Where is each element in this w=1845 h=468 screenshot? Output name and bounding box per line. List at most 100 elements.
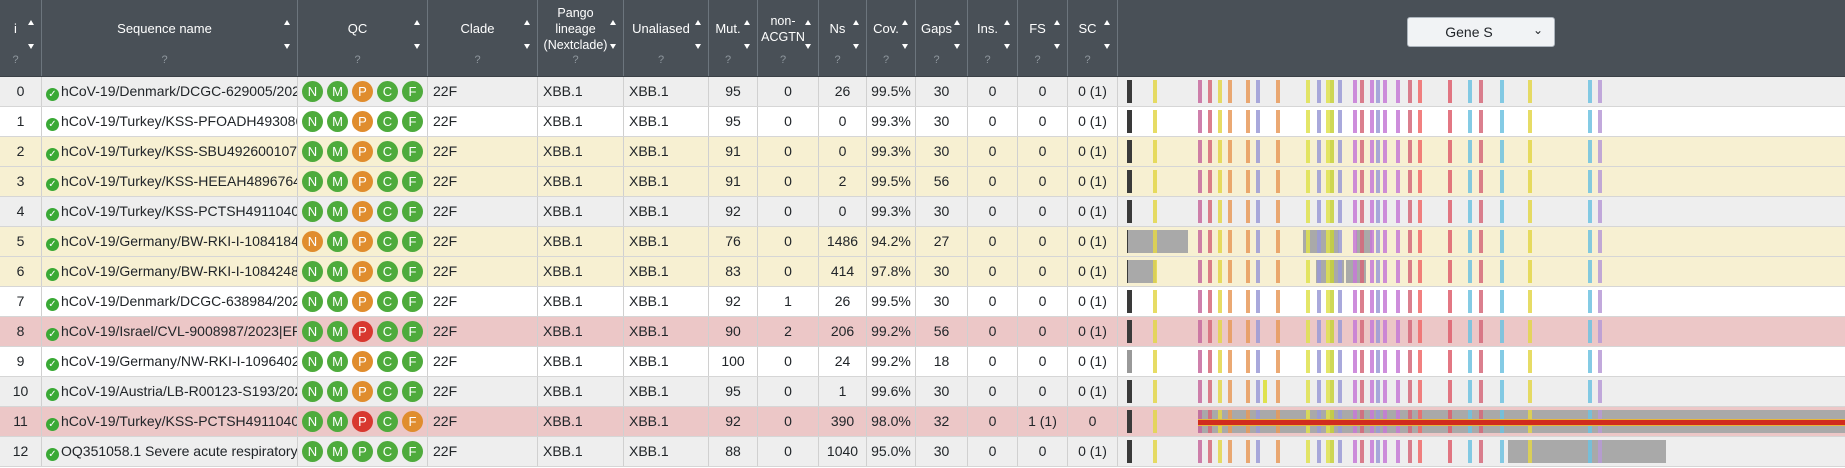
cell-name[interactable]: ✓ hCoV-19/Turkey/KSS-PCTSH49110406 — [42, 197, 298, 226]
table-row[interactable]: 0 ✓hCoV-19/Denmark/DCGC-629005/2023NMPCFS… — [0, 77, 1845, 107]
cell-name[interactable]: ✓ hCoV-19/Denmark/DCGC-638984/2023 — [42, 287, 298, 316]
sort-ascending-icon[interactable] — [744, 20, 750, 25]
qc-badge-m[interactable]: M — [327, 111, 348, 132]
cell-name[interactable]: ✓ hCoV-19/Israel/CVL-9008987/2023|EPI — [42, 317, 298, 346]
qc-badge-n[interactable]: N — [302, 111, 323, 132]
table-row[interactable]: 4 ✓hCoV-19/Turkey/KSS-PCTSH49110406NMPCFS… — [0, 197, 1845, 227]
qc-badge-f[interactable]: F — [402, 381, 423, 402]
qc-badge-c[interactable]: C — [377, 141, 398, 162]
header-ins[interactable]: Ins.? — [968, 0, 1018, 76]
qc-badge-n[interactable]: N — [302, 411, 323, 432]
sort-descending-icon[interactable] — [1104, 44, 1110, 49]
sort-ascending-icon[interactable] — [524, 20, 530, 25]
table-row[interactable]: 5 ✓ hCoV-19/Germany/BW-RKI-I-1084184/N M P C F… — [0, 227, 1845, 257]
cell-name[interactable]: ✓ hCoV-19/Denmark/DCGC-629005/2023 — [42, 77, 298, 106]
qc-badge-c[interactable]: C — [377, 441, 398, 462]
header-sc-filter-icon[interactable]: ? — [1084, 54, 1091, 66]
sort-descending-icon[interactable] — [284, 44, 290, 49]
qc-badge-n[interactable]: N — [302, 261, 323, 282]
qc-badge-m[interactable]: M — [327, 141, 348, 162]
qc-badge-c[interactable]: C — [377, 231, 398, 252]
table-row[interactable]: 7 ✓hCoV-19/Denmark/DCGC-638984/2023NMPCFS… — [0, 287, 1845, 317]
qc-badge-m[interactable]: M — [327, 201, 348, 222]
cell-name[interactable]: ✓ hCoV-19/Germany/BW-RKI-I-1084184/ — [42, 227, 298, 256]
qc-badge-c[interactable]: C — [377, 351, 398, 372]
sequence-view[interactable] — [1118, 107, 1845, 136]
qc-badge-c[interactable]: C — [377, 291, 398, 312]
sort-ascending-icon[interactable] — [1104, 20, 1110, 25]
qc-badge-n[interactable]: N — [302, 321, 323, 342]
qc-badge-p[interactable]: P — [352, 261, 373, 282]
qc-badge-m[interactable]: M — [327, 81, 348, 102]
sort-descending-icon[interactable] — [610, 44, 616, 49]
qc-badge-f[interactable]: F — [402, 351, 423, 372]
header-clade[interactable]: Clade? — [428, 0, 538, 76]
sort-descending-icon[interactable] — [414, 44, 420, 49]
cell-name[interactable]: ✓ hCoV-19/Germany/NW-RKI-I-1096402 — [42, 347, 298, 376]
header-name[interactable]: Sequence name? — [42, 0, 298, 76]
qc-badge-n[interactable]: N — [302, 201, 323, 222]
cell-name[interactable]: ✓ hCoV-19/Turkey/KSS-HEEAH48967640 — [42, 167, 298, 196]
qc-badge-p[interactable]: P — [352, 381, 373, 402]
sort-ascending-icon[interactable] — [853, 20, 859, 25]
header-unaliased-filter-icon[interactable]: ? — [657, 54, 665, 66]
sort-ascending-icon[interactable] — [954, 20, 960, 25]
sequence-view[interactable] — [1118, 167, 1845, 196]
qc-badge-m[interactable]: M — [327, 441, 348, 462]
qc-badge-c[interactable]: C — [377, 411, 398, 432]
qc-badge-f[interactable]: F — [402, 111, 423, 132]
sequence-view[interactable] — [1118, 197, 1845, 226]
header-mut-filter-icon[interactable]: ? — [724, 54, 732, 66]
qc-badge-n[interactable]: N — [302, 381, 323, 402]
table-row[interactable]: 6 ✓ hCoV-19/Germany/BW-RKI-I-1084248/N M P C F… — [0, 257, 1845, 287]
header-qc[interactable]: QC? — [298, 0, 428, 76]
qc-badge-f[interactable]: F — [402, 441, 423, 462]
sequence-view[interactable] — [1118, 347, 1845, 376]
header-qc-filter-icon[interactable]: ? — [354, 54, 361, 66]
sort-descending-icon[interactable] — [805, 44, 811, 49]
qc-badge-p[interactable]: P — [352, 201, 373, 222]
header-unaliased[interactable]: Unaliased? — [624, 0, 709, 76]
qc-badge-m[interactable]: M — [327, 261, 348, 282]
header-gaps[interactable]: Gaps? — [916, 0, 968, 76]
qc-badge-c[interactable]: C — [377, 171, 398, 192]
cell-name[interactable]: ✓ hCoV-19/Austria/LB-R00123-S193/202 — [42, 377, 298, 406]
sequence-view[interactable] — [1118, 287, 1845, 316]
qc-badge-f[interactable]: F — [402, 141, 423, 162]
qc-badge-p[interactable]: P — [352, 321, 373, 342]
sort-descending-icon[interactable] — [902, 44, 908, 49]
header-sc[interactable]: SC? — [1068, 0, 1118, 76]
qc-badge-p[interactable]: P — [352, 411, 373, 432]
sequence-view[interactable] — [1118, 77, 1845, 106]
sort-descending-icon[interactable] — [1004, 44, 1010, 49]
qc-badge-f[interactable]: F — [402, 291, 423, 312]
qc-badge-p[interactable]: P — [352, 441, 373, 462]
qc-badge-p[interactable]: P — [352, 111, 373, 132]
table-row[interactable]: 10 ✓ hCoV-19/Austria/LB-R00123-S193/202 N M P… — [0, 377, 1845, 407]
header-name-filter-icon[interactable]: ? — [161, 54, 168, 66]
qc-badge-f[interactable]: F — [402, 81, 423, 102]
qc-badge-m[interactable]: M — [327, 351, 348, 372]
sort-descending-icon[interactable] — [853, 44, 859, 49]
qc-badge-p[interactable]: P — [352, 231, 373, 252]
qc-badge-m[interactable]: M — [327, 291, 348, 312]
qc-badge-n[interactable]: N — [302, 231, 323, 252]
header-cov-filter-icon[interactable]: ? — [882, 54, 890, 66]
sequence-view[interactable] — [1118, 407, 1845, 436]
qc-badge-f[interactable]: F — [402, 411, 423, 432]
sort-ascending-icon[interactable] — [902, 20, 908, 25]
header-cov[interactable]: Cov.? — [867, 0, 916, 76]
qc-badge-c[interactable]: C — [377, 381, 398, 402]
sequence-view[interactable] — [1118, 437, 1845, 466]
header-ins-filter-icon[interactable]: ? — [984, 54, 991, 66]
table-row[interactable]: 3 ✓hCoV-19/Turkey/KSS-HEEAH48967640NMPCFS… — [0, 167, 1845, 197]
qc-badge-n[interactable]: N — [302, 141, 323, 162]
qc-badge-c[interactable]: C — [377, 321, 398, 342]
qc-badge-n[interactable]: N — [302, 171, 323, 192]
header-pango[interactable]: Pango lineage (Nextclade)? — [538, 0, 624, 76]
sort-ascending-icon[interactable] — [610, 20, 616, 25]
cell-name[interactable]: ✓ hCoV-19/Turkey/KSS-PCTSH49110405 — [42, 407, 298, 436]
sort-descending-icon[interactable] — [1054, 44, 1060, 49]
table-row[interactable]: 12 ✓ OQ351058.1 Severe acute respiratory s… — [0, 437, 1845, 467]
qc-badge-p[interactable]: P — [352, 291, 373, 312]
